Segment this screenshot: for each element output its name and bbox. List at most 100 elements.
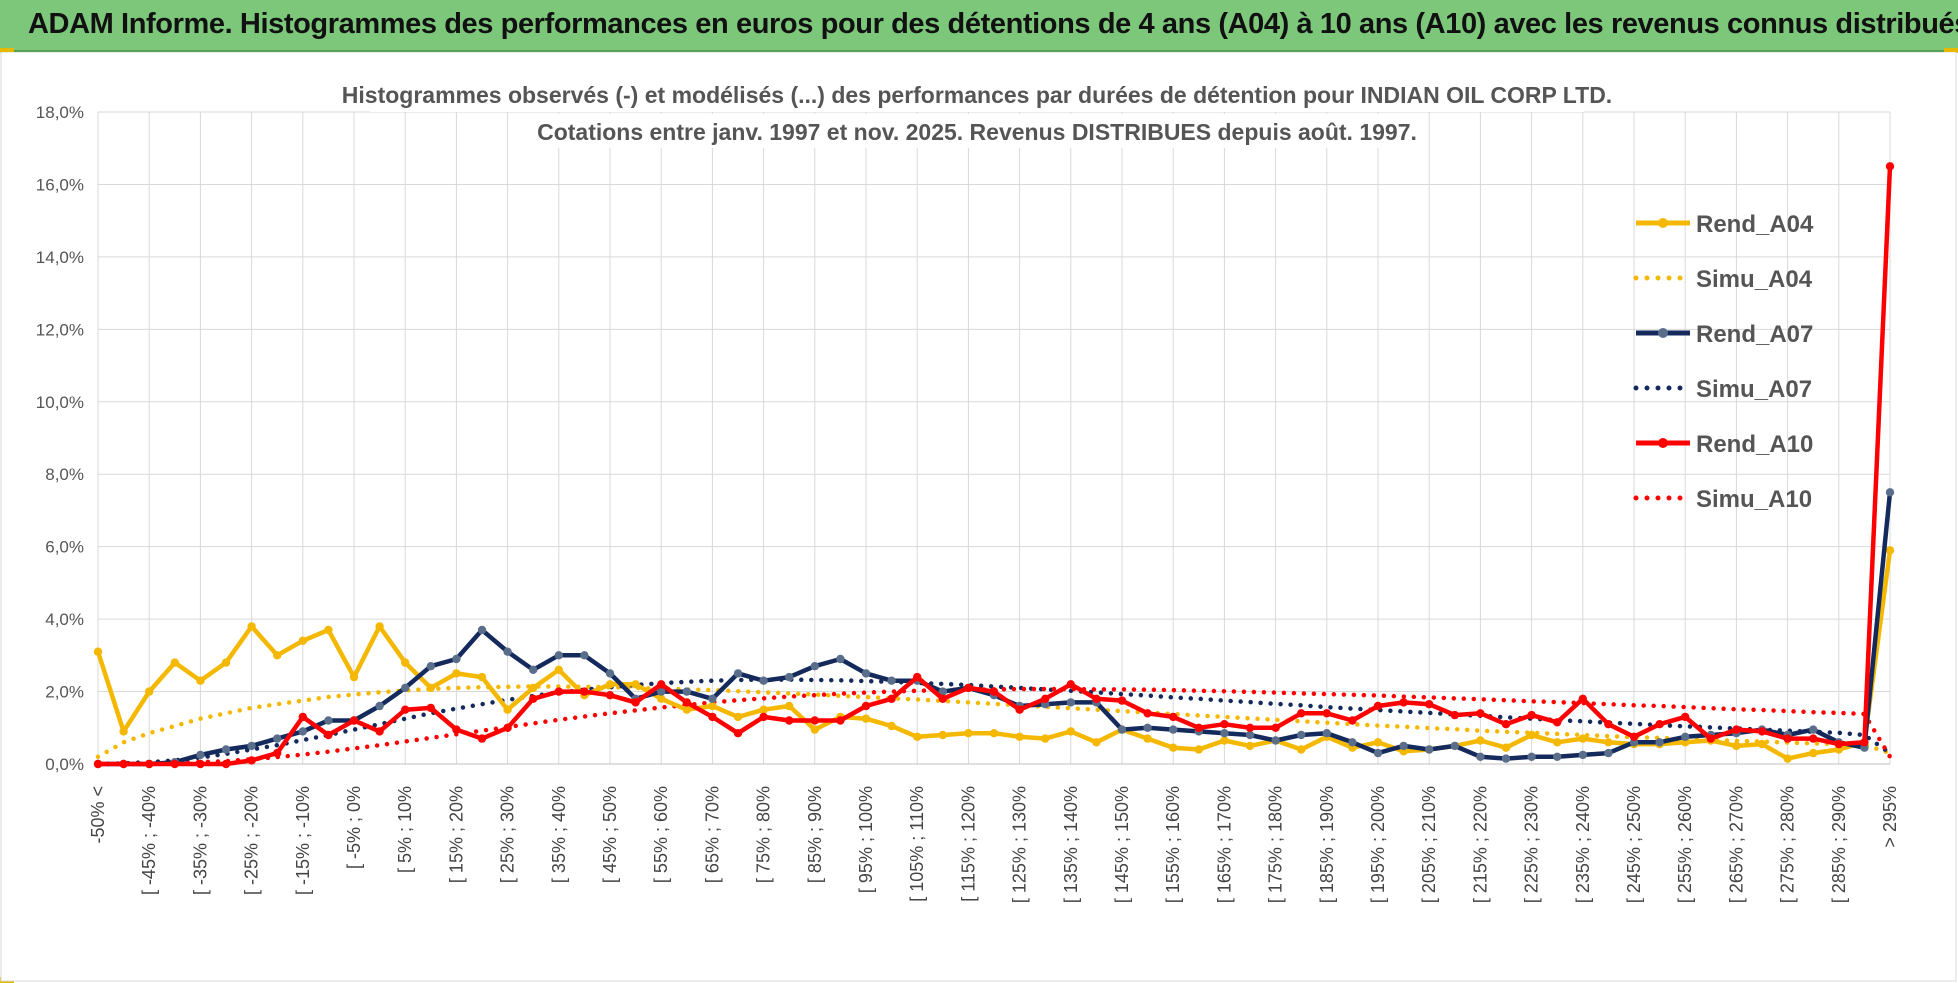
- x-tick-label: [ 245% ; 250%: [1624, 786, 1644, 903]
- data-point: [529, 683, 538, 693]
- y-tick-label: 0,0%: [45, 755, 84, 774]
- data-point: [682, 687, 691, 696]
- data-point: [708, 701, 717, 711]
- data-point: [1143, 734, 1152, 743]
- x-tick-label: -50% <: [88, 786, 108, 844]
- x-tick-label: [ 165% ; 170%: [1214, 786, 1234, 903]
- data-point: [452, 725, 461, 734]
- data-point: [810, 725, 819, 734]
- data-point: [1553, 738, 1562, 747]
- data-point: [1809, 725, 1818, 734]
- data-point: [196, 759, 205, 769]
- data-point: [1117, 696, 1127, 705]
- data-point: [426, 703, 435, 713]
- data-point: [119, 759, 128, 769]
- data-point: [247, 741, 256, 751]
- data-point: [477, 734, 487, 743]
- x-tick-label: [ 75% ; 80%: [754, 786, 774, 883]
- x-tick-label: [ 275% ; 280%: [1778, 786, 1798, 903]
- x-tick-label: [ 25% ; 30%: [498, 786, 518, 883]
- data-point: [1297, 730, 1306, 740]
- y-tick-label: 12,0%: [36, 320, 84, 339]
- data-point: [1066, 727, 1076, 736]
- data-point: [503, 705, 512, 714]
- data-point: [733, 729, 743, 738]
- x-tick-label: [ -35% ; -30%: [190, 786, 210, 895]
- x-tick-label: [ 265% ; 270%: [1726, 786, 1746, 903]
- data-point: [298, 636, 307, 645]
- data-point: [861, 714, 871, 723]
- data-point: [1553, 718, 1562, 727]
- data-point: [759, 676, 768, 685]
- data-point: [324, 625, 333, 635]
- data-point: [221, 745, 231, 754]
- data-point: [503, 647, 512, 656]
- legend-label: Simu_A10: [1696, 486, 1812, 513]
- data-point: [1348, 738, 1357, 747]
- data-point: [1169, 712, 1178, 722]
- y-tick-label: 8,0%: [45, 465, 84, 484]
- x-tick-label: [ 145% ; 150%: [1112, 786, 1132, 903]
- data-point: [1501, 720, 1511, 729]
- data-point: [733, 712, 743, 722]
- data-point: [1476, 736, 1485, 745]
- x-tick-label: [ 285% ; 290%: [1829, 786, 1849, 903]
- data-point: [1373, 738, 1383, 747]
- data-point: [1425, 745, 1434, 754]
- data-point: [1783, 734, 1792, 743]
- data-point: [1092, 694, 1101, 703]
- data-point: [1322, 709, 1332, 718]
- chart-legend: Rend_A04 Simu_A04 Rend_A07 Simu_A07 Rend_A10…: [1633, 211, 1814, 513]
- data-point: [605, 669, 615, 678]
- data-point: [1527, 710, 1536, 720]
- data-point: [708, 694, 717, 703]
- data-point: [554, 665, 563, 674]
- y-tick-label: 18,0%: [36, 103, 84, 122]
- data-point: [1681, 732, 1690, 741]
- legend-marker: [1658, 218, 1668, 228]
- x-tick-label: [ 15% ; 20%: [446, 786, 466, 883]
- data-point: [1015, 705, 1024, 714]
- x-tick-label: [ 205% ; 210%: [1419, 786, 1439, 903]
- data-point: [759, 712, 768, 722]
- data-point: [1809, 734, 1818, 743]
- data-point: [1578, 694, 1588, 703]
- x-tick-label: [ -5% ; 0%: [344, 786, 364, 869]
- data-point: [887, 721, 896, 731]
- legend-label: Rend_A04: [1696, 211, 1814, 238]
- series-simu-a07-line: [95, 677, 1893, 767]
- data-point: [1450, 710, 1460, 720]
- y-tick-label: 16,0%: [36, 175, 84, 194]
- data-point: [657, 694, 666, 703]
- data-point: [1834, 739, 1844, 749]
- data-point: [1578, 750, 1588, 760]
- data-point: [1220, 720, 1229, 729]
- legend-label: Rend_A10: [1696, 431, 1813, 458]
- data-point: [785, 716, 794, 725]
- data-point: [1041, 694, 1050, 703]
- data-point: [1373, 748, 1383, 758]
- data-point: [1245, 730, 1255, 740]
- data-point: [708, 712, 717, 722]
- data-point: [580, 651, 589, 660]
- legend-item-rend-a04: Rend_A04: [1636, 211, 1814, 238]
- x-tick-label: [ 115% ; 120%: [958, 786, 978, 902]
- data-point: [913, 732, 922, 741]
- data-point: [221, 759, 231, 769]
- data-point: [836, 716, 845, 725]
- data-point: [605, 691, 615, 700]
- data-point: [1732, 741, 1741, 751]
- data-point: [1041, 734, 1050, 743]
- legend-item-rend-a07: Rend_A07: [1636, 321, 1813, 348]
- data-point: [887, 676, 896, 685]
- data-point: [1143, 709, 1152, 718]
- y-tick-label: 2,0%: [45, 683, 84, 702]
- data-point: [938, 730, 947, 740]
- x-tick-label: [ 35% ; 40%: [549, 786, 569, 883]
- data-point: [836, 654, 845, 664]
- data-point: [1425, 700, 1434, 709]
- x-tick-label: [ 95% ; 100%: [856, 786, 876, 893]
- data-point: [1092, 738, 1101, 747]
- data-point: [1553, 752, 1562, 761]
- data-point: [913, 672, 922, 682]
